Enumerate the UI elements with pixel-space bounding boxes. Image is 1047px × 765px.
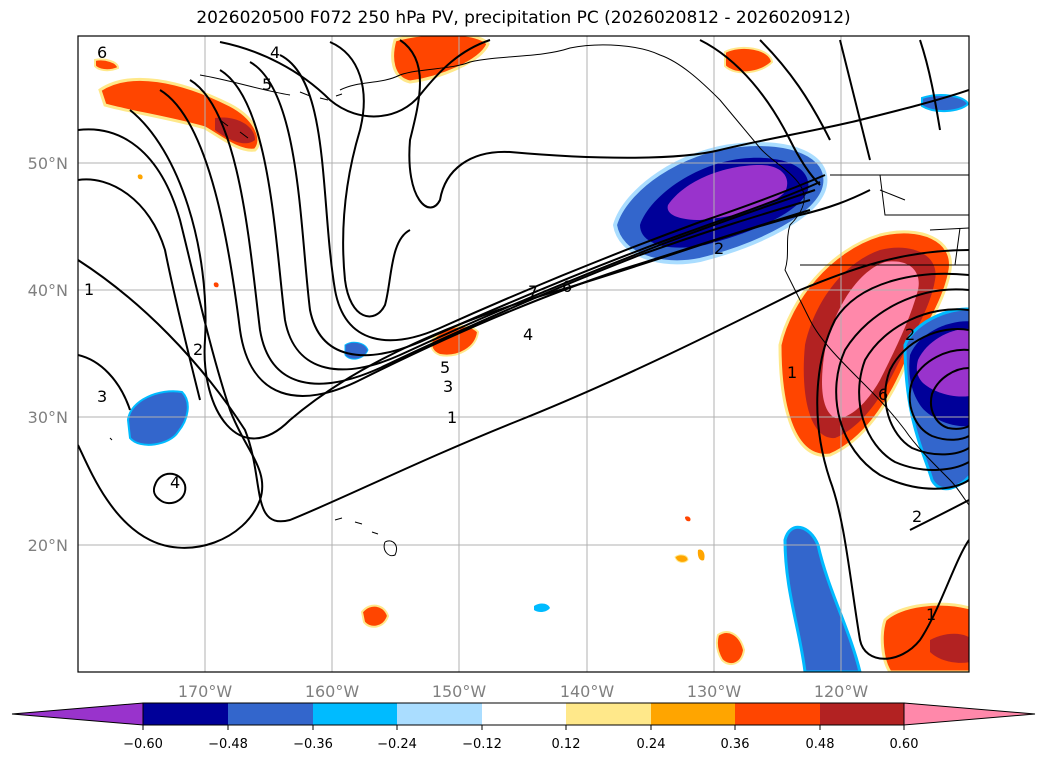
lon-tick-label: 150°W (432, 682, 487, 701)
contour-label: 2 (912, 507, 922, 526)
colorbar-segment (228, 703, 313, 725)
pv-contour-pnw (699, 39, 941, 186)
lat-tick-label: 40°N (28, 281, 68, 300)
lon-tick-label: 120°W (814, 682, 869, 701)
colorbar-extend-low (11, 702, 144, 726)
longitude-labels: 170°W 160°W 150°W 140°W 130°W 120°W (178, 682, 869, 701)
colorbar-tick-label: −0.48 (208, 737, 248, 752)
contour-label: 5 (440, 358, 450, 377)
precip-anomaly-small (921, 94, 969, 112)
pv-contour-cutoff-3 (884, 328, 969, 456)
colorbar-tick-label: −0.60 (123, 737, 163, 752)
contour-label: 4 (523, 325, 533, 344)
coastline-aleutians (199, 74, 343, 101)
colorbar-tick-label: 0.60 (890, 737, 919, 752)
contour-label: 3 (97, 387, 107, 406)
precip-anomaly-southeast-core (930, 633, 969, 663)
precip-anomaly-small (534, 603, 550, 613)
pv-contour-cutoff-4 (908, 348, 969, 441)
map-frame (77, 35, 970, 673)
precip-shading (94, 36, 969, 672)
colorbar-segment (651, 703, 735, 725)
lon-tick-label: 140°W (560, 682, 615, 701)
contour-label: 2 (905, 325, 915, 344)
contour-label: 2 (714, 239, 724, 258)
pv-contour-southeast-2 (909, 499, 969, 531)
pv-contour-5 (219, 69, 816, 371)
pv-contours (78, 39, 969, 660)
precip-anomaly-west-blue (126, 390, 189, 446)
contour-label: 3 (443, 377, 453, 396)
colorbar-segment (566, 703, 651, 725)
contour-label: 1 (84, 280, 94, 299)
lon-tick-label: 130°W (687, 682, 742, 701)
pv-contour-4 (189, 79, 811, 385)
map-plot-area: 6 4 5 1 2 3 4 7 6 4 5 3 1 2 1 2 6 2 1 (78, 36, 969, 672)
pv-contour-ridge-trough (329, 41, 411, 318)
contour-label: 1 (926, 605, 936, 624)
colorbar-segment (143, 703, 228, 725)
colorbar-segment (397, 703, 482, 725)
pv-contour-cutoff-outer (835, 288, 969, 490)
colorbar-extend-high (903, 702, 1036, 726)
contour-label: 4 (170, 473, 180, 492)
pv-contour-cutoff-2 (858, 308, 969, 471)
colorbar-tick-label: 0.12 (552, 737, 581, 752)
pv-contour-6 (249, 61, 821, 357)
colorbar-tick-label: −0.12 (462, 737, 502, 752)
colorbar-segment (820, 703, 904, 725)
contour-label: 6 (97, 43, 107, 62)
pv-contour-southeast (816, 272, 969, 660)
contour-label: 1 (787, 363, 797, 382)
coastline-alaska (339, 44, 969, 506)
lat-tick-label: 30°N (28, 408, 68, 427)
colorbar-segment (313, 703, 397, 725)
colorbar-segment (735, 703, 820, 725)
contour-label: 2 (193, 340, 203, 359)
colorbar-tick-label: 0.24 (637, 737, 666, 752)
precip-anomaly-small (697, 549, 705, 561)
border-us-canada (800, 174, 969, 266)
lon-tick-label: 170°W (178, 682, 233, 701)
colorbar: −0.60 −0.48 −0.36 −0.24 −0.12 0.12 0.24 … (11, 702, 1036, 752)
contour-label: 4 (270, 43, 280, 62)
contour-label: 5 (262, 75, 272, 94)
precip-anomaly-small (674, 554, 689, 563)
precip-anomaly-small (137, 174, 143, 180)
contour-label: 7 (528, 282, 538, 301)
colorbar-tick-label: 0.48 (806, 737, 835, 752)
pv-contour-3 (159, 89, 811, 397)
precip-anomaly-small (213, 282, 219, 288)
contour-label: 6 (562, 277, 572, 296)
colorbar-tick-label: −0.36 (293, 737, 333, 752)
precip-anomaly-small (94, 58, 120, 72)
pv-contour-west-loop (152, 472, 187, 505)
pv-contour-closed-west (78, 128, 264, 549)
precip-anomaly-baja-max (916, 328, 969, 397)
precip-anomaly-california-max (822, 261, 919, 419)
precip-anomaly-small (685, 516, 691, 522)
pv-contour-west-inner (78, 354, 131, 411)
precip-anomaly-small (715, 631, 746, 666)
precip-anomaly-small (360, 604, 390, 628)
pv-contour-west-outer (78, 178, 201, 401)
contour-labels: 6 4 5 1 2 3 4 7 6 4 5 3 1 2 1 2 6 2 1 (84, 43, 936, 624)
lat-tick-label: 20°N (28, 536, 68, 555)
pv-contour-north (219, 39, 491, 118)
contour-label: 1 (447, 408, 457, 427)
colorbar-tick-label: 0.36 (721, 737, 750, 752)
pv-contour-cutoff-5 (930, 367, 969, 430)
lon-tick-label: 160°W (305, 682, 360, 701)
map-title: 2026020500 F072 250 hPa PV, precipitatio… (196, 8, 851, 28)
contour-label: 6 (878, 385, 888, 404)
lat-tick-label: 50°N (28, 154, 68, 173)
pv-contour-1 (78, 249, 969, 523)
colorbar-tick-label: −0.24 (377, 737, 417, 752)
colorbar-segment (482, 703, 566, 725)
coastline-hawaii (334, 517, 398, 557)
pv-contour-7 (279, 54, 826, 342)
latitude-labels: 50°N 40°N 30°N 20°N (28, 154, 68, 555)
